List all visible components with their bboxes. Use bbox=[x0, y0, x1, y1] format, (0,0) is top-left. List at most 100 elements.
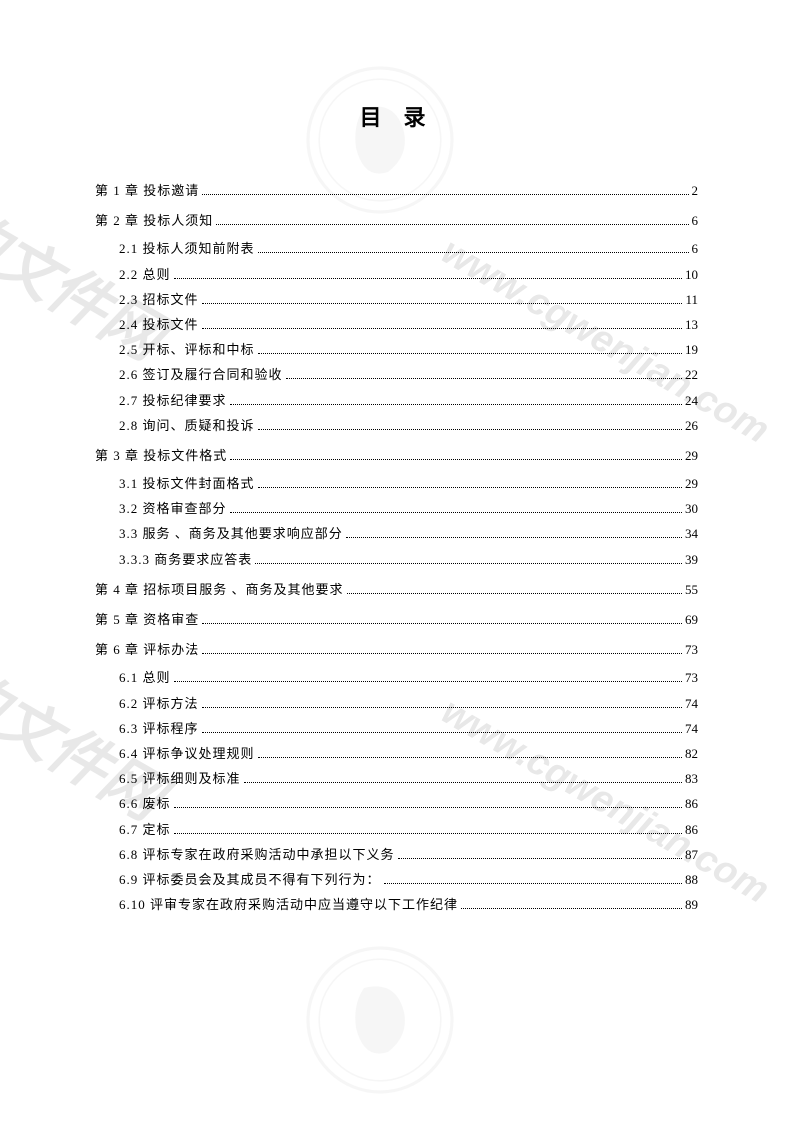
toc-page-number: 73 bbox=[685, 669, 698, 687]
toc-sub-entry: 3.3 服务 、商务及其他要求响应部分 34 bbox=[95, 525, 698, 543]
toc-dots bbox=[230, 512, 682, 513]
toc-label: 2.6 签订及履行合同和验收 bbox=[119, 366, 283, 384]
toc-sub-entry: 2.6 签订及履行合同和验收 22 bbox=[95, 366, 698, 384]
toc-dots bbox=[398, 858, 682, 859]
toc-dots bbox=[244, 782, 682, 783]
toc-label: 6.1 总则 bbox=[119, 669, 171, 687]
toc-label: 2.2 总则 bbox=[119, 266, 171, 284]
toc-dots bbox=[346, 537, 682, 538]
toc-dots bbox=[461, 908, 682, 909]
toc-label: 3.2 资格审查部分 bbox=[119, 500, 227, 518]
toc-label: 2.8 询问、质疑和投诉 bbox=[119, 417, 255, 435]
toc-label: 第 4 章 招标项目服务 、商务及其他要求 bbox=[95, 581, 344, 599]
toc-page-number: 29 bbox=[685, 447, 698, 465]
toc-chapter-entry: 第 6 章 评标办法 73 bbox=[95, 641, 698, 659]
toc-dots bbox=[216, 224, 688, 225]
toc-page-number: 88 bbox=[685, 871, 698, 889]
toc-sub-entry: 6.7 定标86 bbox=[95, 821, 698, 839]
toc-dots bbox=[202, 707, 682, 708]
toc-sub-entry: 2.3 招标文件11 bbox=[95, 291, 698, 309]
toc-page-number: 86 bbox=[685, 795, 698, 813]
toc-page-number: 73 bbox=[685, 641, 698, 659]
toc-sub-entry: 6.2 评标方法 74 bbox=[95, 695, 698, 713]
toc-label: 6.9 评标委员会及其成员不得有下列行为： bbox=[119, 871, 381, 889]
toc-page-number: 87 bbox=[685, 846, 698, 864]
toc-sub-entry: 2.5 开标、评标和中标 19 bbox=[95, 341, 698, 359]
toc-label: 3.3.3 商务要求应答表 bbox=[119, 551, 252, 569]
toc-title: 目 录 bbox=[95, 100, 698, 132]
toc-dots bbox=[202, 653, 682, 654]
toc-dots bbox=[174, 833, 682, 834]
toc-page-number: 74 bbox=[685, 695, 698, 713]
toc-sub-entry: 6.4 评标争议处理规则 82 bbox=[95, 745, 698, 763]
toc-chapter-entry: 第 5 章 资格审查69 bbox=[95, 611, 698, 629]
toc-label: 6.2 评标方法 bbox=[119, 695, 199, 713]
toc-page-number: 39 bbox=[685, 551, 698, 569]
toc-label: 6.8 评标专家在政府采购活动中承担以下义务 bbox=[119, 846, 395, 864]
toc-label: 3.3 服务 、商务及其他要求响应部分 bbox=[119, 525, 343, 543]
toc-page-number: 74 bbox=[685, 720, 698, 738]
toc-dots bbox=[174, 278, 682, 279]
toc-label: 6.4 评标争议处理规则 bbox=[119, 745, 255, 763]
toc-label: 第 3 章 投标文件格式 bbox=[95, 447, 227, 465]
toc-dots bbox=[258, 757, 682, 758]
toc-sub-entry: 3.2 资格审查部分30 bbox=[95, 500, 698, 518]
toc-dots bbox=[230, 459, 682, 460]
toc-sub-entry: 6.3 评标程序 74 bbox=[95, 720, 698, 738]
toc-page-number: 82 bbox=[685, 745, 698, 763]
toc-label: 2.1 投标人须知前附表 bbox=[119, 240, 255, 258]
toc-dots bbox=[258, 353, 682, 354]
toc-sub-entry: 6.8 评标专家在政府采购活动中承担以下义务 87 bbox=[95, 846, 698, 864]
toc-dots bbox=[202, 732, 682, 733]
toc-dots bbox=[202, 194, 688, 195]
toc-dots bbox=[384, 883, 682, 884]
toc-chapter-entry: 第 2 章 投标人须知 6 bbox=[95, 212, 698, 230]
toc-dots bbox=[202, 623, 682, 624]
toc-dots bbox=[347, 593, 682, 594]
toc-chapter-entry: 第 1 章 投标邀请 2 bbox=[95, 182, 698, 200]
toc-page-number: 55 bbox=[685, 581, 698, 599]
toc-chapter-entry: 第 3 章 投标文件格式 29 bbox=[95, 447, 698, 465]
toc-page-number: 22 bbox=[685, 366, 698, 384]
toc-page-number: 34 bbox=[685, 525, 698, 543]
toc-chapter-entry: 第 4 章 招标项目服务 、商务及其他要求 55 bbox=[95, 581, 698, 599]
toc-page-number: 89 bbox=[685, 896, 698, 914]
toc-dots bbox=[258, 429, 682, 430]
toc-label: 3.1 投标文件封面格式 bbox=[119, 475, 255, 493]
toc-sub-entry: 3.1 投标文件封面格式 29 bbox=[95, 475, 698, 493]
toc-page-number: 83 bbox=[685, 770, 698, 788]
toc-page-number: 10 bbox=[685, 266, 698, 284]
toc-label: 2.7 投标纪律要求 bbox=[119, 392, 227, 410]
toc-sub-entry: 6.9 评标委员会及其成员不得有下列行为： 88 bbox=[95, 871, 698, 889]
toc-page-number: 29 bbox=[685, 475, 698, 493]
toc-label: 第 6 章 评标办法 bbox=[95, 641, 199, 659]
toc-page-number: 6 bbox=[692, 212, 699, 230]
toc-label: 6.10 评审专家在政府采购活动中应当遵守以下工作纪律 bbox=[119, 896, 458, 914]
toc-page-number: 2 bbox=[692, 182, 699, 200]
toc-label: 2.4 投标文件 bbox=[119, 316, 199, 334]
toc-label: 第 1 章 投标邀请 bbox=[95, 182, 199, 200]
toc-page-number: 26 bbox=[685, 417, 698, 435]
toc-sub-entry: 2.7 投标纪律要求24 bbox=[95, 392, 698, 410]
toc-label: 6.6 废标 bbox=[119, 795, 171, 813]
toc-label: 2.5 开标、评标和中标 bbox=[119, 341, 255, 359]
toc-dots bbox=[174, 807, 682, 808]
toc-dots bbox=[174, 681, 682, 682]
toc-label: 第 5 章 资格审查 bbox=[95, 611, 199, 629]
toc-sub-entry: 2.8 询问、质疑和投诉 26 bbox=[95, 417, 698, 435]
toc-label: 6.7 定标 bbox=[119, 821, 171, 839]
toc-dots bbox=[230, 404, 682, 405]
toc-label: 6.5 评标细则及标准 bbox=[119, 770, 241, 788]
toc-sub-entry: 6.6 废标 86 bbox=[95, 795, 698, 813]
toc-sub-entry: 6.1 总则 73 bbox=[95, 669, 698, 687]
toc-page-number: 13 bbox=[685, 316, 698, 334]
toc-dots bbox=[255, 563, 682, 564]
toc-sub-entry: 2.4 投标文件 13 bbox=[95, 316, 698, 334]
toc-page-number: 19 bbox=[685, 341, 698, 359]
toc-container: 第 1 章 投标邀请 2 第 2 章 投标人须知 6 2.1 投标人须知前附表 6 2.2 … bbox=[95, 182, 698, 914]
toc-dots bbox=[202, 328, 682, 329]
page-content: 目 录 第 1 章 投标邀请 2 第 2 章 投标人须知 6 2.1 投标人须知前附表 6… bbox=[0, 0, 793, 971]
toc-label: 第 2 章 投标人须知 bbox=[95, 212, 213, 230]
toc-label: 6.3 评标程序 bbox=[119, 720, 199, 738]
toc-page-number: 11 bbox=[685, 291, 698, 309]
